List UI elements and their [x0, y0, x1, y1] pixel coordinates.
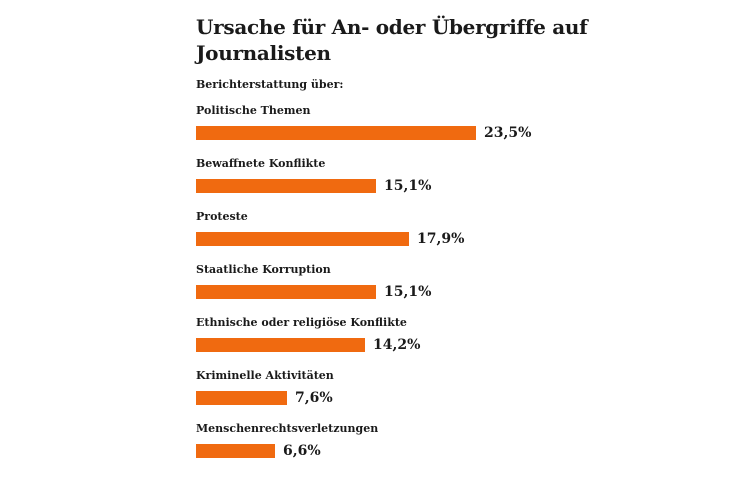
- category-label: Bewaffnete Konflikte: [196, 157, 326, 170]
- bar: [196, 391, 287, 405]
- category-label: Politische Themen: [196, 104, 311, 117]
- bar: [196, 338, 365, 352]
- bar-row: Menschenrechtsverletzungen 6,6%: [196, 422, 716, 475]
- bar-row: Ethnische oder religiöse Konflikte 14,2%: [196, 316, 716, 369]
- bar-line: 23,5%: [196, 125, 716, 141]
- bar-line: 17,9%: [196, 231, 716, 247]
- bar: [196, 126, 476, 140]
- chart-title: Ursache für An- oder Übergriffe auf Jour…: [196, 15, 588, 65]
- bar-row: Bewaffnete Konflikte 15,1%: [196, 157, 716, 210]
- value-label: 17,9%: [417, 231, 465, 247]
- bar-line: 15,1%: [196, 178, 716, 194]
- bar-line: 6,6%: [196, 443, 716, 459]
- category-label: Staatliche Korruption: [196, 263, 331, 276]
- category-label: Ethnische oder religiöse Konflikte: [196, 316, 407, 329]
- value-label: 14,2%: [373, 337, 421, 353]
- bar-line: 15,1%: [196, 284, 716, 300]
- bar-row: Politische Themen 23,5%: [196, 104, 716, 157]
- bar-line: 14,2%: [196, 337, 716, 353]
- bar-line: 7,6%: [196, 390, 716, 406]
- bar: [196, 232, 409, 246]
- bar-row: Staatliche Korruption 15,1%: [196, 263, 716, 316]
- bar-row: Kriminelle Aktivitäten 7,6%: [196, 369, 716, 422]
- category-label: Menschenrechtsverletzungen: [196, 422, 379, 435]
- value-label: 6,6%: [283, 443, 321, 459]
- bar-row: Proteste 17,9%: [196, 210, 716, 263]
- chart-subtitle: Berichterstattung über:: [196, 78, 344, 91]
- bar: [196, 444, 275, 458]
- chart: Ursache für An- oder Übergriffe auf Jour…: [196, 14, 716, 475]
- category-label: Kriminelle Aktivitäten: [196, 369, 334, 382]
- bar-rows: Politische Themen 23,5% Bewaffnete Konflik…: [196, 104, 716, 475]
- bar: [196, 179, 376, 193]
- value-label: 15,1%: [384, 178, 432, 194]
- value-label: 23,5%: [484, 125, 532, 141]
- category-label: Proteste: [196, 210, 248, 223]
- value-label: 15,1%: [384, 284, 432, 300]
- value-label: 7,6%: [295, 390, 333, 406]
- bar: [196, 285, 376, 299]
